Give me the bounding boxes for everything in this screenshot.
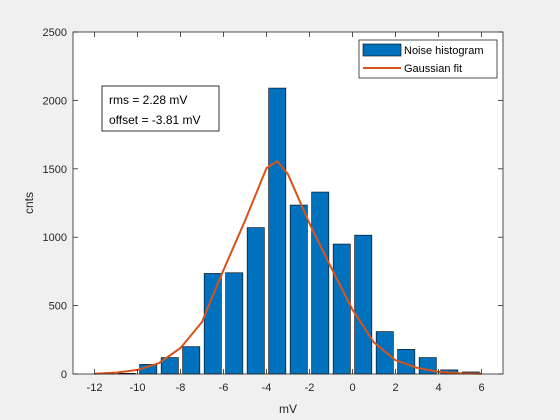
y-tick-label: 2500 [43, 27, 67, 39]
x-tick-label: 0 [349, 382, 355, 394]
legend-swatch-bar [362, 43, 402, 57]
x-tick-label: -12 [87, 382, 103, 394]
histogram-bar [268, 87, 287, 375]
histogram-bar [375, 331, 394, 375]
x-tick-label: -6 [219, 382, 229, 394]
x-tick-label: -2 [305, 382, 315, 394]
histogram-bar [354, 234, 373, 375]
x-tick-label: -4 [262, 382, 272, 394]
annotation-rms: rms = 2.28 mV [109, 93, 187, 107]
y-tick-label: 1000 [43, 232, 67, 244]
legend-label: Gaussian fit [404, 63, 462, 75]
y-axis-label: cnts [22, 192, 36, 214]
x-tick-label: 6 [478, 382, 484, 394]
x-tick-label: 2 [392, 382, 398, 394]
gaussian-fit-line [94, 159, 482, 375]
x-tick-label: 4 [435, 382, 441, 394]
x-tick-label: -10 [130, 382, 146, 394]
y-tick-label: 1500 [43, 164, 67, 176]
annotation-offset: offset = -3.81 mV [109, 113, 201, 127]
x-tick-label: -8 [176, 382, 186, 394]
x-axis-label: mV [279, 402, 297, 416]
histogram-bar [289, 204, 308, 375]
plot-area [73, 32, 503, 374]
histogram-bar [246, 227, 265, 375]
y-tick-label: 2000 [43, 95, 67, 107]
annotation-box [101, 85, 220, 132]
histogram-bar [332, 243, 351, 375]
histogram-bar [182, 346, 201, 375]
histogram-bar [311, 191, 330, 375]
histogram-bar [203, 273, 222, 375]
legend-label: Noise histogram [404, 45, 483, 57]
y-tick-label: 0 [61, 369, 67, 381]
axes-box [72, 31, 504, 375]
y-tick-label: 500 [49, 301, 67, 313]
histogram-bar [225, 272, 244, 375]
